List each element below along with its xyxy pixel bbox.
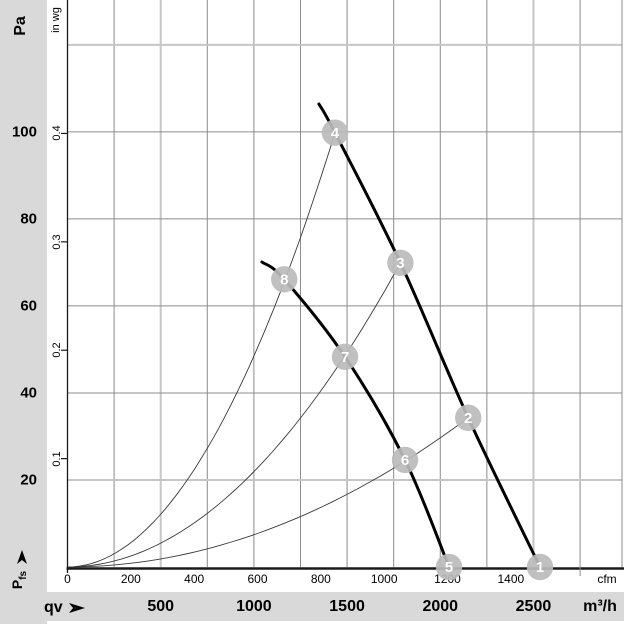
pa-tick-label: 100 (11, 123, 37, 141)
pa-tick-label: 40 (20, 384, 37, 402)
cfm-tick-label: 1000 (370, 572, 398, 586)
bottom-axis-band (0, 592, 624, 621)
marker-number: 3 (396, 255, 404, 272)
marker-number: 1 (536, 559, 544, 576)
marker-circle (455, 404, 482, 431)
marker-badge-4: 4 (321, 119, 349, 146)
m3h-unit-label: m³/h (583, 598, 617, 615)
marker-circle (331, 343, 359, 371)
pa-tick-label: 80 (20, 210, 37, 228)
marker-badge-1: 1 (526, 553, 554, 581)
marker-circle (435, 553, 463, 581)
marker-badge-5: 5 (435, 553, 463, 581)
pressure-axis-arrow-up-icon (17, 550, 27, 564)
marker-badge-6: 6 (391, 446, 419, 474)
m3h-tick-label: 1000 (236, 598, 272, 615)
marker-number: 2 (464, 410, 472, 427)
left-axis-panel (0, 0, 47, 624)
m3h-tick-label: 2500 (515, 598, 552, 615)
cfm-tick-label: 800 (310, 572, 331, 586)
cfm-tick-label: 0 (64, 572, 71, 586)
marker-number: 8 (280, 272, 288, 289)
m3h-tick-label: 1500 (329, 598, 365, 615)
m3h-tick-label: 500 (147, 598, 175, 615)
cfm-tick-label: 400 (184, 572, 205, 586)
system-curve-b (67, 262, 401, 568)
m3h-tick-label: 2000 (422, 598, 459, 615)
cfm-tick-label: 200 (120, 572, 141, 586)
marker-number: 5 (445, 559, 453, 576)
marker-badge-3: 3 (387, 249, 414, 277)
marker-circle (391, 446, 419, 474)
marker-circle (321, 119, 349, 146)
marker-number: 7 (341, 349, 349, 366)
pa-tick-label: 60 (20, 297, 37, 315)
marker-circle (271, 266, 298, 293)
marker-badge-2: 2 (455, 404, 482, 431)
marker-number: 6 (401, 452, 409, 469)
system-curve-a (67, 132, 336, 568)
marker-circle (387, 249, 414, 277)
pa-tick-label: 20 (20, 471, 37, 489)
cfm-unit-label: cfm (597, 572, 617, 586)
marker-circle (526, 553, 554, 581)
marker-badge-8: 8 (271, 266, 298, 293)
cfm-tick-label: 600 (247, 572, 268, 586)
flow-axis-arrow-right-icon (69, 603, 85, 613)
marker-number: 4 (331, 125, 340, 142)
fan-curve-high-speed (317, 102, 542, 569)
cfm-tick-label: 1400 (497, 572, 525, 586)
flow-symbol-label: qv (44, 599, 63, 616)
marker-badge-7: 7 (331, 343, 359, 371)
